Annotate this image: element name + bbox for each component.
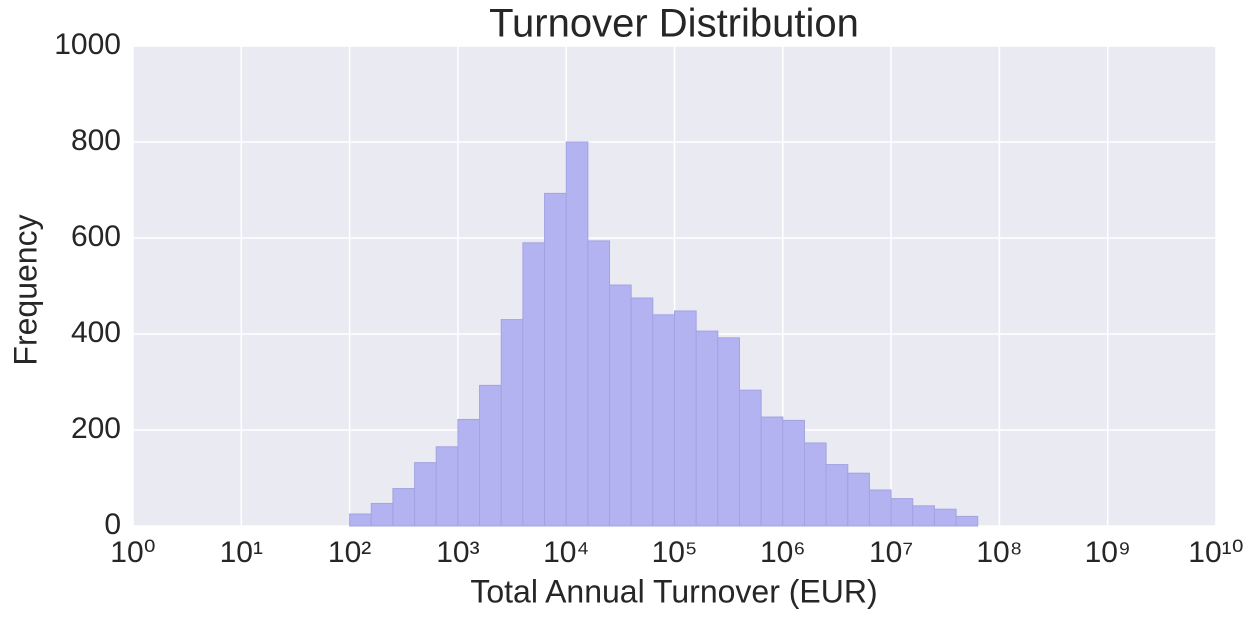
bar [782,419,805,527]
x-axis-label: Total Annual Turnover (EUR) [470,573,877,609]
y-tick-label: 200 [71,412,121,445]
bar [695,330,719,527]
x-tick-label: 10⁶ [760,536,806,569]
bar [933,508,957,527]
bar [847,472,870,527]
x-tick-label: 10⁰ [110,536,155,569]
y-tick-label: 400 [71,316,121,349]
y-tick-label: 800 [71,124,121,157]
bar [544,192,567,527]
chart-title: Turnover Distribution [489,2,859,46]
x-tick-label: 10⁵ [652,536,698,569]
x-tick-label: 10⁹ [1085,536,1131,569]
y-axis-label: Frequency [7,214,43,365]
y-tick-label: 0 [104,508,121,541]
bar [760,416,784,527]
bar [522,242,546,527]
bar [803,442,827,527]
bar [868,489,892,527]
x-tick-label: 10⁷ [869,536,913,569]
bar [349,513,372,527]
bar [912,505,935,527]
bar [717,337,740,527]
bar [955,515,979,527]
x-tick-label: 10² [328,536,371,569]
bar [500,319,524,527]
bar [479,384,502,527]
bar [825,464,849,527]
x-tick-label: 10⁴ [543,536,589,569]
bar [414,462,437,527]
bar [565,141,589,527]
bar [392,488,416,527]
bar [674,310,697,527]
bar [630,297,654,527]
bar [587,240,611,527]
y-tick-label: 600 [71,220,121,253]
x-tick-label: 10⁸ [976,536,1022,569]
y-tick-label: 1000 [54,28,121,61]
x-tick-label: 10¹⁰ [1188,536,1243,569]
bar [457,418,481,527]
bar [890,498,914,527]
x-tick-label: 10¹ [220,536,263,569]
bar [609,284,632,527]
x-tick-label: 10³ [436,536,479,569]
bar [435,446,459,527]
bar [370,502,394,527]
bar [738,389,762,527]
bar [652,314,676,527]
